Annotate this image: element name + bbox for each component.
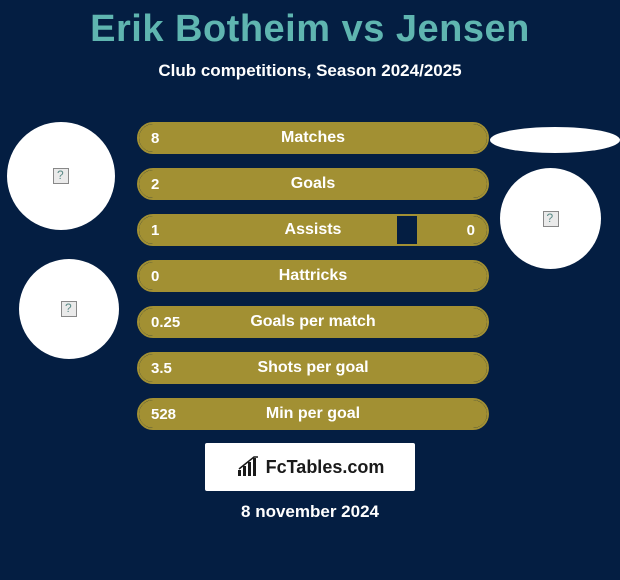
stat-label: Goals per match: [139, 313, 487, 331]
avatar-circle-2: [500, 168, 601, 269]
stat-label: Min per goal: [139, 405, 487, 423]
stat-label: Assists: [139, 221, 487, 239]
stat-label: Shots per goal: [139, 359, 487, 377]
page-subtitle: Club competitions, Season 2024/2025: [0, 61, 620, 81]
stat-row-hattricks: 0Hattricks: [137, 260, 489, 292]
ellipse-top-right: [490, 127, 620, 153]
stat-row-assists: 10Assists: [137, 214, 489, 246]
logo-text: FcTables.com: [266, 457, 385, 478]
stat-label: Matches: [139, 129, 487, 147]
stat-row-matches: 8Matches: [137, 122, 489, 154]
avatar-circle-1: [19, 259, 119, 359]
image-placeholder-icon: [53, 168, 69, 184]
fctables-logo: FcTables.com: [205, 443, 415, 491]
stat-row-goals-per-match: 0.25Goals per match: [137, 306, 489, 338]
date-text: 8 november 2024: [0, 502, 620, 522]
stat-row-shots-per-goal: 3.5Shots per goal: [137, 352, 489, 384]
stat-row-goals: 2Goals: [137, 168, 489, 200]
stat-label: Goals: [139, 175, 487, 193]
comparison-chart: 8Matches 2Goals 10Assists 0Hattricks 0.25Goa…: [137, 122, 489, 444]
avatar-circle-0: [7, 122, 115, 230]
image-placeholder-icon: [543, 211, 559, 227]
image-placeholder-icon: [61, 301, 77, 317]
page-title: Erik Botheim vs Jensen: [0, 0, 620, 51]
stat-label: Hattricks: [139, 267, 487, 285]
stat-row-min-per-goal: 528Min per goal: [137, 398, 489, 430]
bars-icon: [236, 456, 262, 478]
